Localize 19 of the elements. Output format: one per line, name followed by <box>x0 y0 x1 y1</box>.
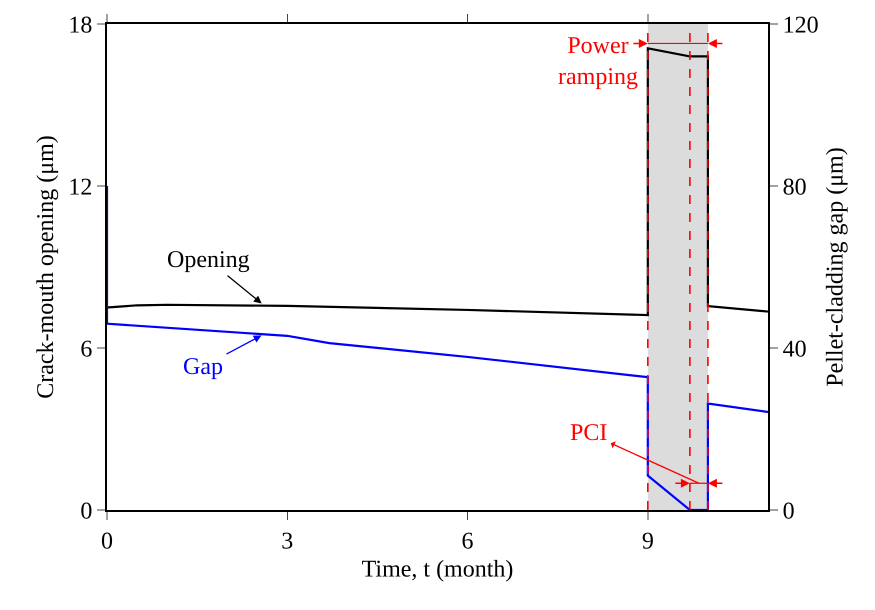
y-tick-label: 12 <box>68 174 92 200</box>
y2-tick-label: 80 <box>782 174 807 200</box>
y2-tick-label: 0 <box>782 498 795 524</box>
x-axis-title: Time, t (month) <box>362 556 514 582</box>
y-axis-title: Crack-mouth opening (μm) <box>33 135 59 399</box>
x-tick-label: 6 <box>462 528 474 555</box>
y-tick-label: 6 <box>80 336 92 362</box>
x-tick-label: 0 <box>101 528 113 555</box>
y2-tick-label: 40 <box>782 336 807 362</box>
y2-tick-label: 120 <box>782 12 819 38</box>
x-tick-label: 9 <box>642 528 654 555</box>
annotation: Gap <box>183 354 223 380</box>
band-label: Power ramping <box>558 33 638 90</box>
x-tick-label: 3 <box>281 528 294 555</box>
y-tick-label: 18 <box>68 12 92 38</box>
annotation: Opening <box>167 247 250 273</box>
y2-axis-title: Pellet-cladding gap (μm) <box>822 147 848 387</box>
y-tick-label: 0 <box>80 498 92 524</box>
annotation: PCI <box>570 420 608 446</box>
